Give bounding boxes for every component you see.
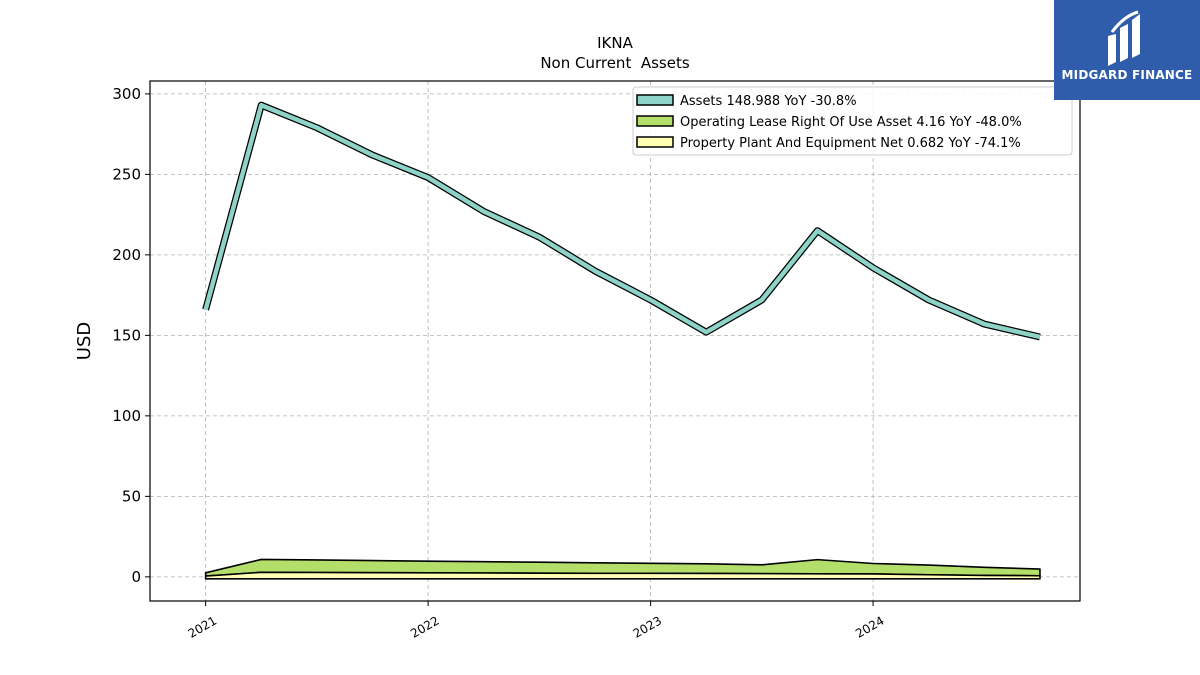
x-tick-label: 2021 (186, 613, 219, 640)
series-line (203, 102, 1041, 340)
series-band (204, 571, 1041, 580)
legend-swatch (636, 94, 674, 106)
x-tick-label: 2023 (631, 613, 664, 640)
legend-box (632, 86, 1073, 156)
y-axis: 0 50 100 150 200 250 300 (112, 85, 150, 586)
x-tick-label: 2022 (408, 613, 441, 640)
y-tick-label: 200 (112, 246, 141, 264)
x-axis: 2021 2022 2023 2024 (186, 601, 887, 641)
legend-label: Assets 148.988 YoY -30.8% (680, 94, 857, 109)
plot-frame (149, 80, 1081, 602)
logo-text: MIDGARD FINANCE (1061, 68, 1193, 82)
x-tick-label: 2024 (853, 613, 886, 640)
y-tick-label: 150 (112, 326, 141, 344)
legend-label: Operating Lease Right Of Use Asset 4.16 … (680, 115, 1022, 130)
chart-title: IKNA (597, 34, 633, 52)
legend-label: Property Plant And Equipment Net 0.682 Y… (680, 136, 1021, 151)
legend-swatch (636, 115, 674, 127)
y-tick-label: 0 (131, 568, 141, 586)
chart-subtitle: Non Current Assets (540, 54, 690, 72)
series-0 (202, 101, 1041, 341)
y-tick-label: 100 (112, 407, 141, 425)
y-tick-label: 250 (112, 165, 141, 183)
series-2 (204, 571, 1041, 580)
legend: Assets 148.988 YoY -30.8% Operating Lease… (632, 86, 1073, 156)
y-axis-label: USD (74, 322, 95, 360)
logo-mark-icon (1108, 10, 1140, 66)
y-tick-label: 50 (122, 487, 141, 505)
y-tick-label: 300 (112, 85, 141, 103)
grid (150, 81, 1080, 601)
midgard-finance-logo: MIDGARD FINANCE (1054, 0, 1200, 100)
legend-swatch (636, 136, 674, 148)
series-group (202, 101, 1041, 580)
